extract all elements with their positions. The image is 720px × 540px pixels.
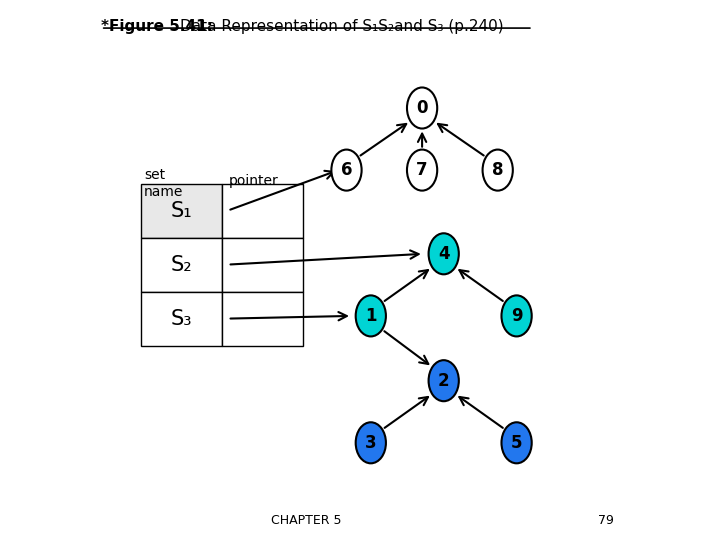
Text: 4: 4 <box>438 245 449 263</box>
Text: CHAPTER 5: CHAPTER 5 <box>271 514 341 526</box>
Text: 2: 2 <box>438 372 449 390</box>
Text: S₃: S₃ <box>171 308 192 329</box>
Ellipse shape <box>407 150 437 191</box>
Ellipse shape <box>428 360 459 401</box>
Ellipse shape <box>331 150 361 191</box>
Text: set
name: set name <box>144 168 184 199</box>
Bar <box>222 238 303 292</box>
Text: 1: 1 <box>365 307 377 325</box>
Text: pointer: pointer <box>229 174 279 188</box>
Text: 9: 9 <box>510 307 523 325</box>
Text: 7: 7 <box>416 161 428 179</box>
Text: 8: 8 <box>492 161 503 179</box>
Text: 0: 0 <box>416 99 428 117</box>
Text: S₁: S₁ <box>171 200 193 221</box>
Ellipse shape <box>356 295 386 336</box>
Bar <box>141 238 222 292</box>
Ellipse shape <box>501 422 531 463</box>
Ellipse shape <box>428 233 459 274</box>
Text: Data Representation of S₁S₂and S₃ (p.240): Data Representation of S₁S₂and S₃ (p.240… <box>180 19 504 34</box>
Ellipse shape <box>356 422 386 463</box>
Text: *Figure 5.41:: *Figure 5.41: <box>101 19 212 34</box>
Text: S₂: S₂ <box>171 254 193 275</box>
Text: 6: 6 <box>341 161 352 179</box>
Ellipse shape <box>482 150 513 191</box>
Text: 5: 5 <box>511 434 522 452</box>
Text: 79: 79 <box>598 514 613 526</box>
Bar <box>222 184 303 238</box>
Bar <box>141 292 222 346</box>
Bar <box>222 292 303 346</box>
Ellipse shape <box>407 87 437 129</box>
Text: 3: 3 <box>365 434 377 452</box>
Bar <box>141 184 222 238</box>
Ellipse shape <box>501 295 531 336</box>
